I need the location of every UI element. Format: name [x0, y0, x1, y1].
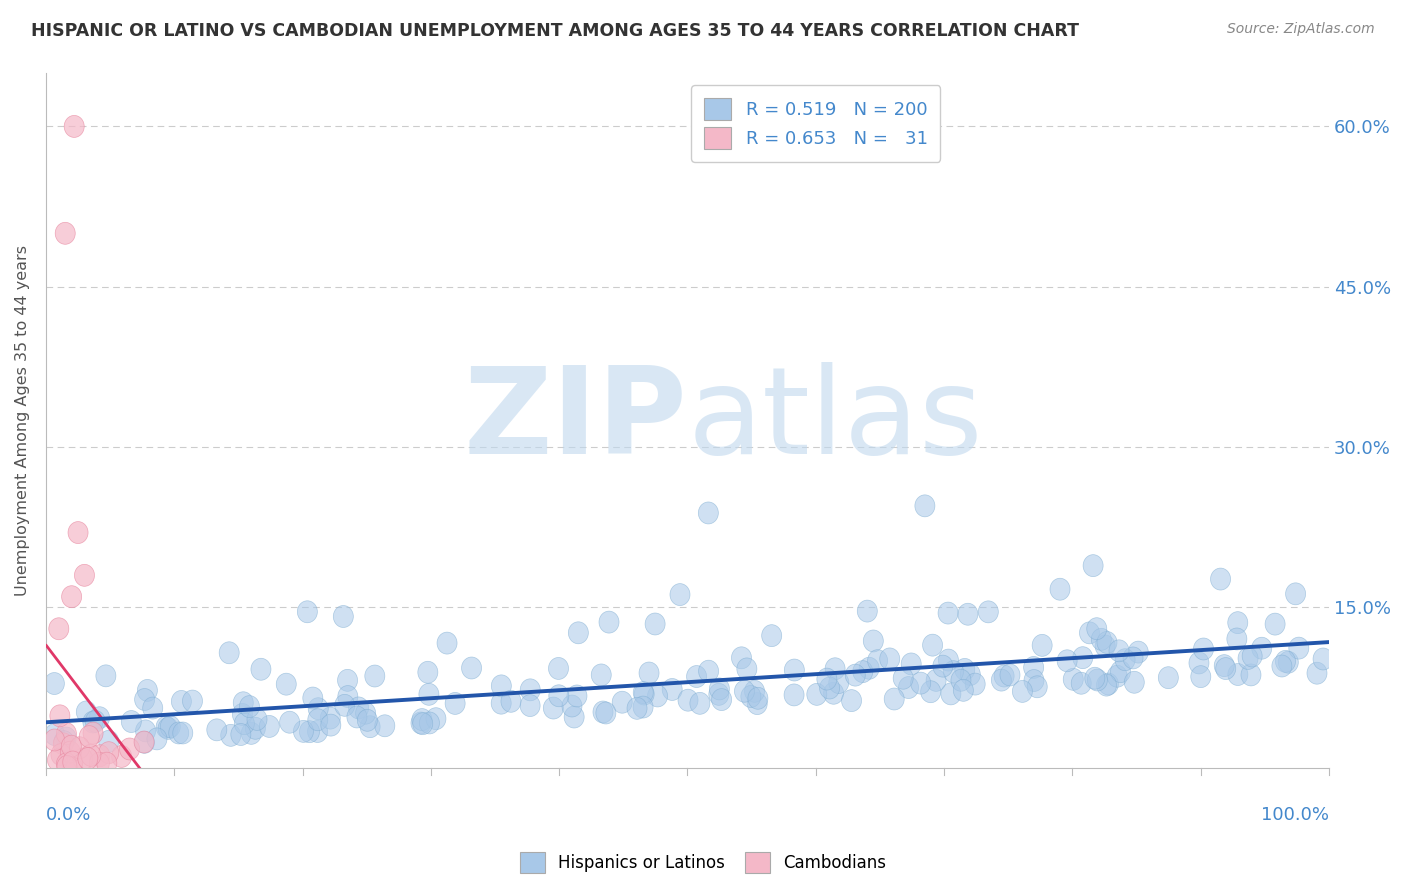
Text: ZIP: ZIP: [464, 362, 688, 479]
Text: atlas: atlas: [688, 362, 983, 479]
Y-axis label: Unemployment Among Ages 35 to 44 years: Unemployment Among Ages 35 to 44 years: [15, 244, 30, 596]
Text: HISPANIC OR LATINO VS CAMBODIAN UNEMPLOYMENT AMONG AGES 35 TO 44 YEARS CORRELATI: HISPANIC OR LATINO VS CAMBODIAN UNEMPLOY…: [31, 22, 1078, 40]
Text: 100.0%: 100.0%: [1261, 805, 1329, 824]
Legend: R = 0.519   N = 200, R = 0.653   N =   31: R = 0.519 N = 200, R = 0.653 N = 31: [692, 86, 941, 162]
Text: Source: ZipAtlas.com: Source: ZipAtlas.com: [1227, 22, 1375, 37]
Text: 0.0%: 0.0%: [46, 805, 91, 824]
Legend: Hispanics or Latinos, Cambodians: Hispanics or Latinos, Cambodians: [513, 846, 893, 880]
